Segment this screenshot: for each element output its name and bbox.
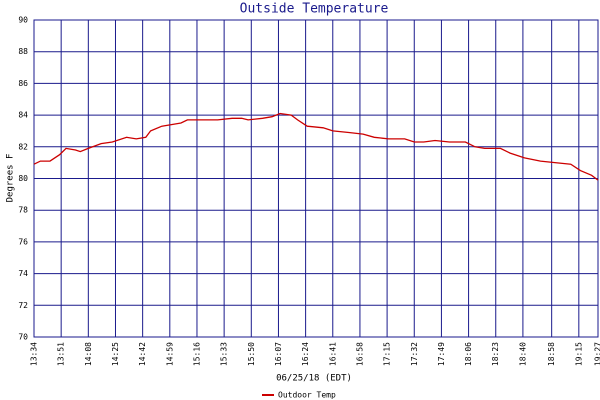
x-tick-label: 14:08 [84,342,93,366]
y-tick-label: 82 [18,142,28,151]
y-tick-label: 78 [18,206,28,215]
x-tick-label: 14:25 [111,342,120,366]
y-tick-label: 74 [18,269,28,278]
y-tick-label: 70 [18,333,28,342]
x-tick-label: 18:06 [464,342,473,366]
x-tick-label: 14:42 [138,342,147,366]
x-tick-label: 19:27 [594,342,600,366]
x-tick-label: 17:49 [437,342,446,366]
x-tick-label: 18:58 [547,342,556,366]
x-tick-label: 16:58 [355,342,364,366]
x-tick-label: 15:33 [220,342,229,366]
y-tick-label: 72 [18,301,28,310]
data-line [33,112,599,181]
x-tick-label: 16:07 [274,342,283,366]
y-tick-label: 90 [18,16,28,25]
x-tick-label: 15:16 [192,342,201,366]
y-tick-label: 84 [18,111,28,120]
y-tick-label: 86 [18,79,28,88]
y-tick-label: 88 [18,47,28,56]
legend-label: Outdoor Temp [278,391,336,400]
x-tick-label: 13:34 [30,342,39,366]
x-tick-label: 15:50 [247,342,256,366]
x-tick-label: 16:24 [301,342,310,366]
x-tick-label: 16:41 [328,342,337,366]
x-axis-title: 06/25/18 (EDT) [276,374,352,384]
x-tick-label: 14:59 [165,342,174,366]
chart-title: Outside Temperature [240,2,389,17]
x-tick-label: 13:51 [57,342,66,366]
x-tick-label: 19:15 [574,342,583,366]
x-tick-label: 17:15 [383,342,392,366]
x-tick-label: 17:32 [410,342,419,366]
y-tick-label: 76 [18,237,28,246]
x-tick-label: 18:40 [518,342,527,366]
y-axis-title: Degrees F [6,154,16,203]
x-tick-label: 18:23 [491,342,500,366]
y-tick-label: 80 [18,174,28,183]
